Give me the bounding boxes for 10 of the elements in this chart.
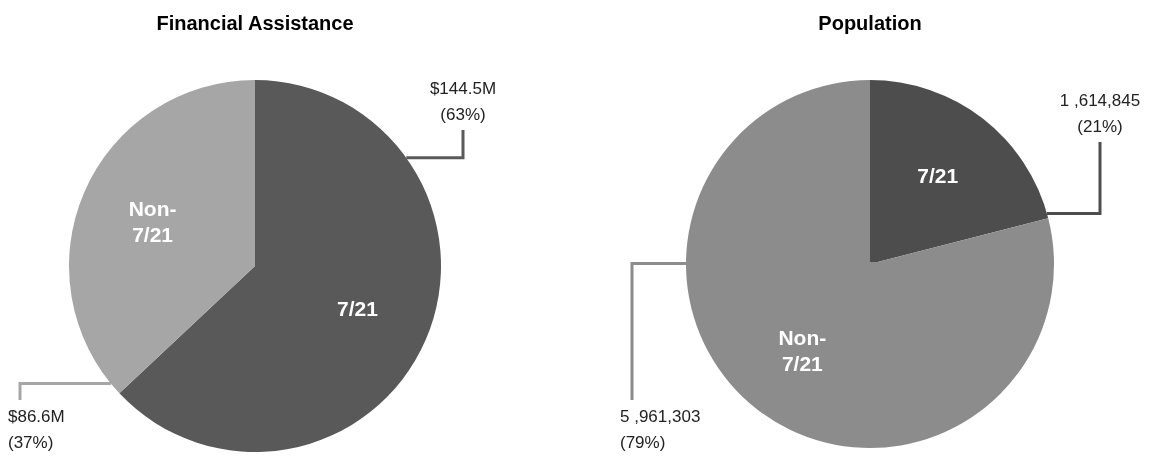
chart-title: Financial Assistance	[156, 12, 354, 34]
slice-label: Non-7/21	[778, 325, 827, 375]
data-label: 1 ,614,845 (21%)	[1059, 91, 1141, 136]
data-label: 5 ,961,303 (79%)	[620, 407, 701, 452]
slice-label: 7/21	[336, 296, 379, 320]
data-label: $86.6M (37%)	[8, 407, 65, 452]
slice-label: Non-7/21	[128, 196, 177, 246]
data-label: $144.5M (63%)	[429, 79, 497, 124]
slice-label: 7/21	[917, 163, 959, 187]
chart-title: Population	[818, 12, 922, 34]
